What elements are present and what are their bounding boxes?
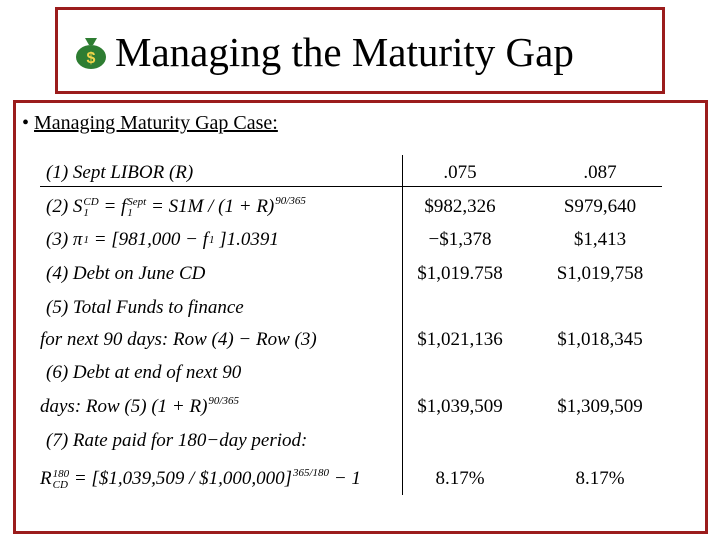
label-text: ]1.0391	[214, 229, 279, 250]
row-label: (6) Debt at end of next 90	[46, 362, 241, 384]
label-text: (7) Rate paid for 180−day period:	[46, 430, 308, 451]
subscript: 1	[209, 234, 215, 247]
scripts: 180 CD	[52, 467, 70, 491]
bullet-item: • Managing Maturity Gap Case:	[22, 112, 278, 134]
label-text: (1) Sept LIBOR (R)	[46, 162, 194, 183]
money-bag-icon: $	[76, 38, 106, 69]
superscript: 90/365	[208, 395, 239, 407]
label-text: (2)	[46, 196, 73, 217]
symbol: S	[72, 196, 83, 217]
label-text: (6) Debt at end of next 90	[46, 362, 242, 383]
cell-value: .075	[443, 162, 477, 183]
title-box	[55, 7, 665, 94]
label-text: = S1M / (1 + R)	[146, 196, 275, 217]
cell-value: −$1,378	[428, 229, 492, 250]
superscript: 365/180	[293, 467, 330, 479]
label-text: − 1	[329, 468, 361, 489]
cell-value: .087	[583, 162, 617, 183]
scripts: 1	[83, 235, 89, 246]
symbol: π	[72, 229, 83, 250]
cell-value: 8.17%	[435, 468, 485, 489]
symbol: R	[40, 468, 52, 489]
cell-value: S1,019,758	[556, 263, 644, 284]
content-box	[13, 100, 708, 534]
scripts: 90/365	[208, 396, 239, 407]
cell-value: 8.17%	[575, 468, 625, 489]
scripts: 365/180	[293, 468, 329, 479]
subscript: CD	[52, 478, 68, 491]
row-label: for next 90 days: Row (4) − Row (3)	[40, 329, 317, 351]
row-label: (4) Debt on June CD	[46, 263, 205, 285]
row-label: R 180 CD = [$1,039,509 / $1,000,000] 365/18…	[40, 468, 361, 491]
label-text: (4) Debt on June CD	[46, 263, 206, 284]
subscript: 1	[83, 206, 89, 219]
label-text: = [$1,039,509 / $1,000,000]	[69, 468, 292, 489]
row-label: (5) Total Funds to finance	[46, 297, 244, 319]
cell-value: $1,039,509	[417, 396, 503, 417]
scripts: CD 1	[83, 195, 99, 219]
svg-text:$: $	[87, 50, 96, 67]
superscript: 90/365	[275, 195, 306, 207]
superscript: Sept	[127, 195, 147, 208]
title: Managing the Maturity Gap	[115, 29, 574, 75]
label-text: days: Row (5) (1 + R)	[40, 396, 208, 417]
scripts: 90/365	[275, 196, 306, 207]
cell-value: S979,640	[563, 196, 637, 217]
cell-value: $1,309,509	[557, 396, 643, 417]
symbol: f	[121, 196, 127, 217]
row-divider	[40, 186, 662, 187]
bullet-text: Managing Maturity Gap Case:	[34, 112, 278, 134]
cell-value: $1,019.758	[417, 263, 503, 284]
row-label: (1) Sept LIBOR (R)	[46, 162, 193, 184]
cell-value: $1,018,345	[557, 329, 643, 350]
cell-value: $1,021,136	[417, 329, 503, 350]
subscript: 1	[83, 234, 89, 247]
scripts: Sept 1	[127, 195, 147, 219]
scripts: 1	[209, 235, 215, 246]
superscript: 180	[52, 467, 70, 480]
row-label: (2) S CD 1 = f Sept 1 = S1M / (1 + R) 90/365	[46, 196, 306, 219]
label-text: for next 90 days: Row (4) − Row (3)	[40, 329, 317, 350]
row-label: (7) Rate paid for 180−day period:	[46, 430, 307, 452]
label-text: (3)	[46, 229, 73, 250]
cell-value: $1,413	[573, 229, 627, 250]
label-text: =	[98, 196, 122, 217]
subscript: 1	[127, 206, 133, 219]
row-label: days: Row (5) (1 + R) 90/365	[40, 396, 239, 418]
superscript: CD	[83, 195, 99, 208]
label-text: = [981,000 −	[88, 229, 203, 250]
cell-value: $982,326	[424, 196, 496, 217]
label-text: (5) Total Funds to finance	[46, 297, 244, 318]
symbol: f	[202, 229, 209, 250]
column-divider	[402, 155, 403, 495]
